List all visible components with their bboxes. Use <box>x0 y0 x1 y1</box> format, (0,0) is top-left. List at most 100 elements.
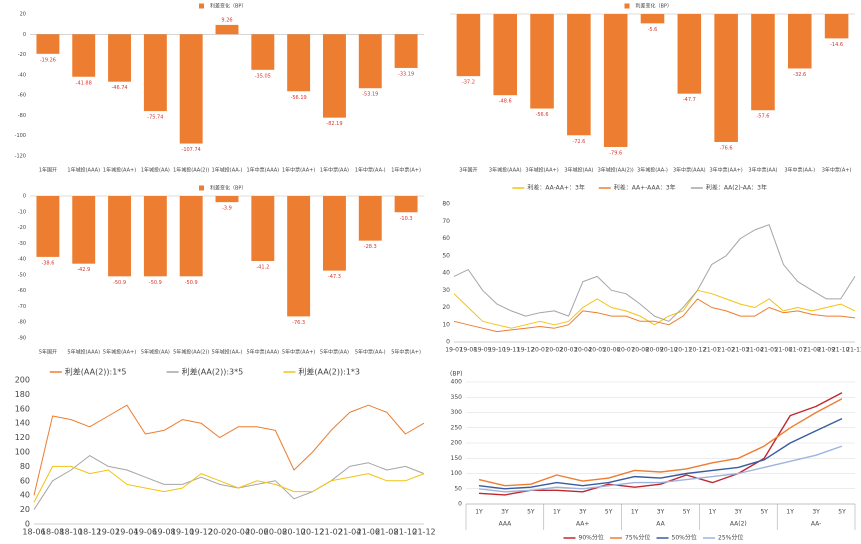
chart-panel: 0 10 20 30 40 50 60 70 80 利差：AA-AA+：3年 利差：AA+-AAA：… <box>442 184 861 354</box>
y-tick-label: 60 <box>442 235 450 242</box>
group-label: AAA <box>499 521 513 528</box>
value-label: -47.3 <box>328 274 341 280</box>
x-tick-label: 19-11 <box>503 347 521 354</box>
value-label: -56.19 <box>291 95 307 101</box>
group-label: AA <box>656 521 665 528</box>
x-tick-label: 20-12 <box>301 528 324 537</box>
y-tick-label: 20 <box>20 505 30 514</box>
chart-panel: 0 50 100 150 200 250 300 350 400(BP) 90%分位 75%分位 50… <box>450 371 856 542</box>
legend-swatch <box>199 3 204 9</box>
x-tick-label: 1年中票(AA+) <box>282 167 315 174</box>
y-tick-label: 250 <box>451 424 463 431</box>
legend-swatch <box>199 185 204 191</box>
value-label: -37.2 <box>462 80 475 86</box>
x-tick-label: 5年中票(AA) <box>320 349 349 356</box>
value-label: -19.26 <box>40 57 56 63</box>
y-tick-label: 300 <box>451 409 463 416</box>
x-tick-label: 19-08 <box>152 528 175 537</box>
x-tick-label: 21-10 <box>394 528 417 537</box>
x-tick-label: 3年中票(AA-) <box>784 167 815 174</box>
y-tick-label: -120 <box>15 154 26 160</box>
line-series <box>478 392 843 496</box>
value-label: -107.74 <box>182 147 201 153</box>
y-tick-label: 40 <box>442 270 450 277</box>
y-tick-label: -40 <box>18 72 26 78</box>
x-tick-label: 19-08 <box>460 347 478 354</box>
x-tick-label: 5年城投(AA) <box>141 349 170 356</box>
x-tick-label: 3Y <box>501 509 509 516</box>
x-tick-label: 3年中票(A+) <box>822 167 852 174</box>
line-series <box>33 404 425 496</box>
x-tick-label: 21-10 <box>832 347 850 354</box>
x-tick-label: 1年城投(AA-) <box>212 167 243 174</box>
y-tick-label: 400 <box>451 379 463 386</box>
bar <box>394 196 418 213</box>
line-series <box>478 417 843 490</box>
y-tick-label: 0 <box>458 501 462 508</box>
value-label: -56.6 <box>536 112 549 118</box>
x-tick-label: 20-11 <box>674 347 692 354</box>
x-tick-label: 1Y <box>475 509 483 516</box>
x-tick-label: 18-08 <box>41 528 64 537</box>
bar <box>358 196 382 241</box>
bar <box>530 14 554 109</box>
x-tick-label: 1Y <box>631 509 639 516</box>
bar <box>179 196 203 277</box>
bar <box>456 14 481 77</box>
legend-label: 利差(AA(2)):1*3 <box>298 367 360 377</box>
x-tick-label: 3年国开 <box>459 167 477 174</box>
legend-label: 利差(AA(2)):1*5 <box>65 367 127 377</box>
x-tick-label: 20-08 <box>631 347 649 354</box>
x-tick-label: 3年城投(AA-) <box>637 167 668 174</box>
x-tick-label: 19-12 <box>517 347 535 354</box>
x-tick-label: 20-04 <box>227 528 250 537</box>
value-label: -35.05 <box>255 73 271 79</box>
x-tick-label: 21-05 <box>760 347 778 354</box>
bar <box>251 34 275 70</box>
x-tick-label: 19-06 <box>134 528 157 537</box>
x-tick-label: 3年中票(AAA) <box>673 167 706 174</box>
line-series <box>478 445 843 493</box>
bar <box>72 196 96 264</box>
bar <box>287 34 311 92</box>
y-tick-label: 140 <box>15 419 30 428</box>
bar <box>251 196 275 262</box>
x-tick-label: 3Y <box>735 509 743 516</box>
value-label: -10.3 <box>400 216 413 222</box>
x-tick-label: 18-12 <box>78 528 101 537</box>
x-tick-label: 1年城投(AA) <box>141 167 170 174</box>
y-tick-label: 30 <box>442 287 450 294</box>
value-label: -76.3 <box>292 320 305 326</box>
y-tick-label: -20 <box>18 225 26 231</box>
x-tick-label: 3年中票(AA+) <box>710 167 743 174</box>
x-tick-label: 1年城投(AA(2)) <box>173 167 209 174</box>
y-tick-label: 120 <box>15 433 30 442</box>
x-tick-label: 1Y <box>786 509 794 516</box>
value-label: -50.9 <box>149 280 162 286</box>
y-tick-label: 0 <box>446 339 450 346</box>
bar <box>640 14 665 24</box>
y-tick-label: -20 <box>18 52 26 58</box>
chart-panel: 0 20 40 60 80 100 120 140 160 180 200 利差(AA(2)):1*5… <box>15 367 436 537</box>
legend-label: 75%分位 <box>625 534 650 542</box>
value-label: -72.6 <box>572 139 585 145</box>
x-tick-label: 5年城投(AA(2)) <box>173 349 209 356</box>
x-tick-label: 20-02 <box>208 528 231 537</box>
y-tick-label: 80 <box>20 462 30 471</box>
bar <box>787 14 812 69</box>
x-tick-label: 21-02 <box>320 528 343 537</box>
y-tick-label: 0 <box>25 520 30 529</box>
y-tick-label: -40 <box>18 257 26 263</box>
y-tick-label: 200 <box>451 440 463 447</box>
legend-label: 利差：AA-AA+：3年 <box>527 184 585 192</box>
x-tick-label: 5Y <box>760 509 768 516</box>
x-tick-label: 19-12 <box>190 528 213 537</box>
bar <box>179 34 203 144</box>
value-label: -75.74 <box>147 115 163 121</box>
x-tick-label: 21-09 <box>818 347 836 354</box>
bar <box>322 196 346 271</box>
y-tick-label: 70 <box>442 218 450 225</box>
x-tick-label: 5年国开 <box>39 349 57 356</box>
value-label: -42.9 <box>77 267 90 273</box>
